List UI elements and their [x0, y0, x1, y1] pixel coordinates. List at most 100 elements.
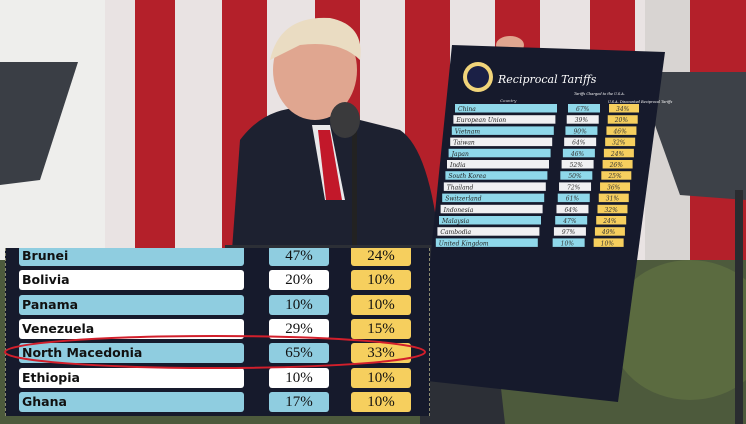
board-row-charged-cell	[556, 204, 589, 214]
table-row: Bolivia 20% 10%	[6, 270, 429, 291]
tariff-overlay-table: Brunei 47% 24% Bolivia 20% 10% Panama 10% …	[5, 248, 430, 416]
board-row-reciprocal: 32%	[604, 207, 618, 214]
country-cell: Brunei	[19, 248, 244, 266]
board-row-charged: 97%	[562, 229, 576, 236]
board-col-charged: Tariffs Charged to the U.S.A.	[574, 92, 625, 96]
board-row-charged-cell	[552, 238, 585, 247]
board-row-reciprocal-cell	[602, 160, 633, 169]
board-row-charged-cell	[562, 148, 595, 158]
board-row-charged: 67%	[576, 106, 590, 113]
board-row-country-cell	[440, 204, 543, 214]
country-cell: Ethiopia	[19, 367, 244, 388]
board-row-charged-cell	[560, 171, 593, 180]
board-row-reciprocal-cell	[597, 204, 628, 214]
table-row: Ethiopia 10% 10%	[6, 367, 429, 388]
board-row-reciprocal-cell	[609, 104, 639, 113]
board-row-charged-cell	[565, 126, 598, 135]
board-row-country-cell	[439, 216, 541, 225]
board-row-country-cell	[442, 193, 545, 203]
tariff-charged-cell: 20%	[269, 270, 329, 291]
board-row-country-cell	[453, 115, 556, 124]
board-row-country-cell	[447, 160, 549, 169]
board-row-reciprocal: 31%	[606, 196, 620, 203]
board-row-charged-cell	[557, 193, 590, 203]
board-row-charged-cell	[564, 137, 597, 147]
board-row-charged: 47%	[562, 218, 577, 225]
board-row-reciprocal-cell	[593, 238, 624, 247]
reciprocal-tariff-cell: 15%	[351, 318, 411, 339]
board-row-country: Taiwan	[453, 140, 475, 147]
board-row-reciprocal-cell	[603, 148, 634, 158]
board-row-country-cell	[451, 126, 554, 135]
board-row-country-cell	[437, 227, 540, 236]
country-cell: Venezuela	[19, 318, 244, 339]
board-row-charged: 61%	[566, 196, 580, 203]
board-row-reciprocal: 20%	[614, 117, 629, 124]
tariff-charged-cell: 29%	[269, 318, 329, 339]
board-row-country: Indonesia	[443, 207, 474, 214]
board-row-reciprocal: 10%	[601, 240, 615, 247]
reciprocal-tariff-cell: 33%	[351, 343, 411, 364]
reciprocal-tariff-cell: 10%	[351, 391, 411, 412]
board-row-charged-cell	[566, 115, 599, 124]
board-row-reciprocal: 36%	[607, 184, 621, 191]
board-row-charged: 10%	[561, 240, 575, 247]
board-row-reciprocal: 49%	[601, 229, 616, 236]
board-row-reciprocal-cell	[606, 126, 637, 135]
board-row-country-cell	[448, 148, 551, 158]
board-row-country: Vietnam	[455, 128, 481, 135]
reciprocal-tariff-cell: 10%	[351, 294, 411, 315]
board-row-country: Malaysia	[441, 218, 470, 225]
table-row: Panama 10% 10%	[6, 294, 429, 315]
board-row-reciprocal-cell	[607, 115, 638, 124]
board-row-charged: 90%	[573, 128, 587, 135]
speaker	[232, 17, 524, 250]
board-row-reciprocal: 24%	[602, 218, 617, 225]
board-row-country: Japan	[450, 151, 469, 158]
board-row-charged-cell	[561, 160, 594, 169]
teleprompter-right	[636, 72, 746, 200]
board-row-country: Thailand	[447, 184, 474, 191]
board-row-charged: 52%	[570, 162, 584, 169]
board-row-charged: 64%	[572, 140, 586, 147]
board-row-charged: 50%	[568, 173, 582, 180]
tariff-board: Reciprocal Tariffs Country Tariffs Charg…	[418, 45, 673, 402]
board-row-reciprocal: 34%	[616, 106, 630, 113]
board-row-charged-cell	[553, 227, 586, 236]
board-row-reciprocal: 24%	[610, 151, 625, 158]
teleprompter-left	[0, 62, 78, 185]
board-row-country-cell	[450, 137, 553, 147]
board-row-reciprocal-cell	[601, 171, 632, 180]
board-col-country: Country	[500, 98, 517, 103]
board-row-reciprocal: 46%	[612, 128, 627, 135]
board-row-country-cell	[445, 171, 548, 180]
board-row-charged-cell	[559, 182, 592, 191]
board-row-reciprocal-cell	[600, 182, 631, 191]
reciprocal-tariff-cell: 10%	[351, 367, 411, 388]
board-row-country: Switzerland	[445, 196, 482, 203]
board-row-country-cell	[435, 238, 538, 247]
board-title: Reciprocal Tariffs	[497, 73, 597, 86]
board-row-country: India	[449, 162, 466, 169]
board-row-reciprocal: 32%	[612, 140, 626, 147]
reciprocal-tariff-cell: 10%	[351, 270, 411, 291]
microphone	[330, 102, 360, 138]
tariff-charged-cell: 65%	[269, 343, 329, 364]
board-row-reciprocal: 26%	[609, 162, 624, 169]
country-cell: Ghana	[19, 391, 244, 412]
board-row-country: China	[458, 106, 476, 113]
table-row: Brunei 47% 24%	[6, 248, 429, 266]
reciprocal-tariff-cell: 24%	[351, 248, 411, 266]
tariff-charged-cell: 10%	[269, 367, 329, 388]
tariff-charged-cell: 10%	[269, 294, 329, 315]
tariff-charged-cell: 47%	[269, 248, 329, 266]
country-cell: Panama	[19, 294, 244, 315]
table-row: Ghana 17% 10%	[6, 391, 429, 412]
board-row-country-cell	[443, 182, 546, 191]
board-row-reciprocal: 25%	[607, 173, 622, 180]
board-row-reciprocal-cell	[598, 193, 629, 203]
country-cell: North Macedonia	[19, 343, 244, 364]
board-row-reciprocal-cell	[596, 216, 627, 225]
country-cell: Bolivia	[19, 270, 244, 291]
board-row-country: United Kingdom	[439, 240, 489, 247]
